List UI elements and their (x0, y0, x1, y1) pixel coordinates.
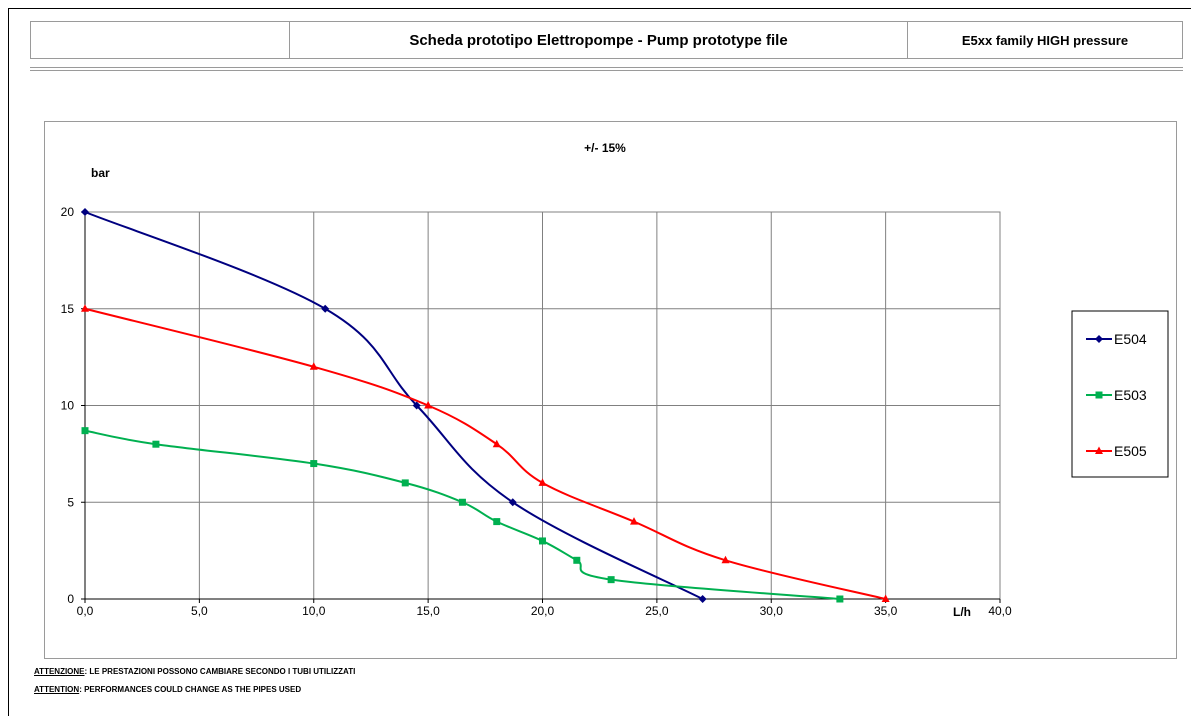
x-tick-label: 10,0 (302, 604, 326, 618)
data-point-e503 (152, 440, 160, 448)
legend-marker-e505 (1095, 446, 1103, 454)
series-e505 (81, 304, 890, 602)
data-point-e503 (836, 595, 844, 603)
x-tick-label: 15,0 (416, 604, 440, 618)
data-point-e504 (412, 401, 421, 410)
y-tick-label: 10 (61, 399, 75, 413)
document-title: Scheda prototipo Elettropompe - Pump pro… (290, 22, 908, 58)
data-point-e505 (538, 478, 547, 486)
note-english-text: : PERFORMANCES COULD CHANGE AS THE PIPES… (79, 685, 302, 694)
chart-title: +/- 15% (584, 141, 626, 155)
x-tick-label: 25,0 (645, 604, 669, 618)
header-left-cell (31, 22, 290, 58)
data-point-e503 (310, 460, 318, 468)
x-tick-label: 0,0 (77, 604, 94, 618)
series-line-e504 (84, 211, 704, 600)
data-point-e505 (81, 304, 89, 312)
x-tick-label: 5,0 (191, 604, 208, 618)
y-tick-label: 5 (67, 495, 74, 509)
chart-area: 0,0 5,0 10,0 15,0 20,0 25,0 30,0 35,0 40,0 0 5 10 15… (44, 121, 1177, 659)
x-tick-label: 20,0 (531, 604, 555, 618)
header-rule (30, 67, 1183, 68)
legend-marker-e504 (1095, 335, 1103, 343)
data-point-e503 (458, 498, 466, 506)
pump-curve-chart: 0,0 5,0 10,0 15,0 20,0 25,0 30,0 35,0 40,0 0 5 10 15… (61, 141, 1169, 619)
data-point-e505 (881, 594, 890, 602)
note-italian-label: ATTENZIONE (34, 667, 85, 676)
series-line-e505 (84, 307, 886, 600)
y-tick-label: 15 (61, 302, 75, 316)
data-point-e503 (607, 576, 615, 584)
data-point-e505 (424, 401, 433, 409)
data-point-e505 (721, 555, 730, 564)
data-point-e504 (698, 595, 707, 603)
legend-marker-e503 (1095, 391, 1103, 399)
axes: 0,0 5,0 10,0 15,0 20,0 25,0 30,0 35,0 40,0 0 5 10 15… (61, 205, 1012, 618)
note-english: ATTENTION: PERFORMANCES COULD CHANGE AS … (34, 681, 355, 699)
note-italian-text: : LE PRESTAZIONI POSSONO CAMBIARE SECOND… (84, 667, 356, 676)
legend: E504 E503 E505 (1071, 310, 1169, 478)
header-table: Scheda prototipo Elettropompe - Pump pro… (30, 21, 1183, 59)
data-point-e503 (401, 479, 409, 487)
notes: ATTENZIONE: LE PRESTAZIONI POSSONO CAMBI… (34, 663, 355, 699)
y-tick-label: 0 (67, 592, 74, 606)
note-english-label: ATTENTION (34, 685, 80, 694)
pump-family-label: E5xx family HIGH pressure (961, 32, 1129, 48)
x-tick-label: 40,0 (988, 604, 1012, 618)
legend-label-e503: E503 (1114, 387, 1147, 403)
y-axis-label: bar (91, 166, 110, 180)
x-tick-label: 30,0 (760, 604, 784, 618)
data-point-e503 (573, 556, 581, 564)
data-point-e503 (81, 427, 89, 435)
data-point-e504 (508, 498, 517, 507)
data-point-e505 (492, 439, 501, 448)
series-e503 (81, 427, 844, 603)
data-point-e505 (309, 362, 318, 370)
legend-label-e505: E505 (1114, 443, 1147, 459)
legend-label-e504: E504 (1114, 331, 1147, 347)
x-tick-label: 35,0 (874, 604, 898, 618)
series-line-e503 (84, 429, 840, 600)
header-rule-2 (30, 70, 1183, 71)
data-point-e504 (321, 304, 330, 313)
series-layer (81, 208, 890, 603)
page-frame (8, 8, 1191, 716)
data-point-e503 (539, 537, 546, 545)
data-point-e504 (81, 208, 89, 216)
note-italian: ATTENZIONE: LE PRESTAZIONI POSSONO CAMBI… (34, 663, 355, 681)
x-axis-label: L/h (953, 605, 971, 619)
series-e504 (81, 208, 707, 603)
y-tick-label: 20 (61, 205, 75, 219)
data-point-e503 (493, 518, 501, 526)
data-point-e505 (630, 517, 638, 525)
